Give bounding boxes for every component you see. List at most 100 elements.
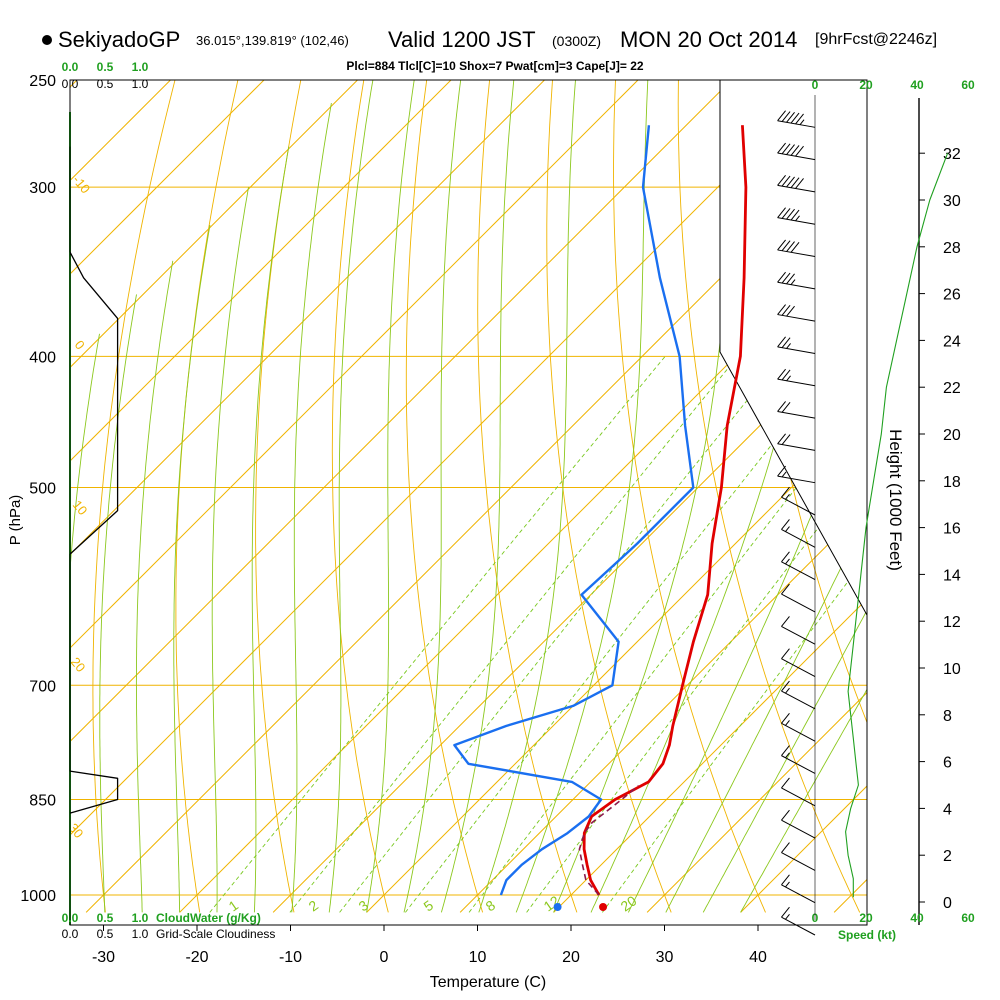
wind-speed-scale-label: 60 [961, 78, 975, 92]
dry-adiabat [92, 80, 176, 913]
temperature-tick-label: -20 [185, 949, 208, 966]
upper-right-mask [720, 80, 867, 615]
dry-adiabat [405, 80, 484, 913]
isotherm-line [272, 317, 867, 913]
moist-adiabat [440, 80, 515, 913]
wind-barb-flag [795, 178, 804, 189]
dry-adiabat [613, 80, 766, 913]
wind-barb-staff [781, 496, 816, 516]
wind-barb-half-flag [785, 526, 790, 532]
wind-barb-staff [777, 346, 816, 354]
wind-barb [777, 401, 816, 419]
height-tick-label: 24 [943, 333, 961, 350]
height-tick-label: 2 [943, 848, 952, 865]
wind-barb-flag [781, 519, 790, 530]
moist-adiabat [665, 512, 867, 913]
dry-adiabat [477, 80, 578, 913]
cloud-water-scale-label: 0.5 [97, 60, 114, 74]
wind-barb-flag [781, 337, 791, 348]
isotherm-line [70, 80, 639, 649]
cloudiness-scale-label: 1.0 [132, 927, 149, 941]
wind-barb-flag [781, 842, 790, 853]
wind-barb-flag [777, 239, 786, 251]
cloudiness-scale-label: 1.0 [132, 77, 149, 91]
moist-adiabat [211, 187, 249, 913]
wind-barb-flag [777, 368, 786, 380]
pressure-tick-label: 300 [29, 180, 56, 197]
wind-barb-staff [781, 755, 816, 774]
wind-barb-half-flag [785, 720, 790, 726]
wind-speed-axis-title: Speed (kt) [838, 928, 896, 942]
cloudiness-scale-label: 0.0 [62, 77, 79, 91]
wind-barb-staff [781, 722, 816, 742]
pressure-tick-label: 500 [29, 481, 56, 498]
wind-barb-flag [781, 648, 790, 660]
cloud-water-scale-label: 1.0 [132, 60, 149, 74]
wind-barb-staff [777, 249, 816, 258]
moist-adiabat [328, 80, 374, 913]
wind-barb-flag [777, 207, 786, 218]
wind-barb-flag [795, 145, 804, 157]
wind-speed-scale-label: 0 [812, 78, 819, 92]
wind-barb-staff [781, 561, 816, 581]
dry-adiabat [930, 80, 1000, 912]
wind-barb [781, 906, 816, 936]
cloud-water-scale-label: 0.5 [97, 911, 114, 925]
moist-adiabat [403, 80, 462, 913]
wind-barb-half-flag [786, 375, 791, 382]
wind-barb [781, 486, 816, 516]
isotherm-line [70, 80, 265, 275]
wind-barb-flag [781, 713, 790, 724]
wind-barb [777, 465, 816, 484]
wind-barb-flag [777, 401, 786, 412]
wind-speed-profile [845, 153, 949, 898]
wind-barb-flag [777, 433, 786, 445]
cloud-water-scale-label: 1.0 [132, 911, 149, 925]
wind-barb [777, 271, 816, 290]
isotherm-line [459, 504, 867, 913]
height-tick-label: 12 [943, 614, 961, 631]
valid-time-utc: (0300Z) [552, 33, 602, 49]
wind-barb [777, 433, 816, 451]
temperature-tick-label: 10 [469, 949, 487, 966]
height-tick-label: 4 [943, 801, 952, 818]
wind-barb-flag [790, 177, 800, 189]
height-axis-title: Height (1000 Feet) [886, 429, 905, 571]
height-tick-label: 30 [943, 193, 961, 210]
wind-barb-half-flag [785, 881, 790, 888]
wind-barb-staff [777, 443, 816, 451]
surface-temperature-marker [599, 903, 608, 911]
y-axis-title: P (hPa) [7, 495, 24, 546]
cloud-water-label: CloudWater (g/Kg) [156, 911, 261, 925]
mixing-ratio-line [405, 356, 843, 913]
wind-barb-staff [777, 152, 816, 161]
wind-barb-half-flag [785, 687, 790, 694]
dry-adiabat [255, 80, 302, 913]
wind-barb-flag [781, 434, 791, 445]
height-tick-label: 16 [943, 521, 961, 538]
wind-barb-staff [777, 314, 816, 322]
moist-adiabat [251, 146, 290, 913]
x-axis-title: Temperature (C) [430, 974, 546, 991]
temperature-profile [582, 125, 748, 896]
isotherm-line [70, 80, 546, 556]
wind-barb-flag [795, 113, 804, 125]
wind-barb-flag [790, 242, 800, 253]
dry-adiabat [677, 80, 861, 913]
wind-barb [777, 304, 816, 322]
mixing-ratio-line [602, 555, 867, 913]
wind-barb-flag [786, 111, 795, 123]
wind-barb-half-flag [785, 913, 790, 920]
isotherm-line [553, 598, 867, 913]
wind-barb-staff [781, 819, 816, 839]
wind-barb-staff [781, 529, 816, 548]
wind-barb [781, 777, 816, 807]
wind-barb-flag [781, 208, 791, 219]
wind-barb-half-flag [790, 279, 796, 285]
station-bullet-icon [42, 35, 52, 45]
wind-barb-flag [777, 142, 786, 154]
stability-indices: Plcl=884 Tlcl[C]=10 Shox=7 Pwat[cm]=3 Ca… [346, 59, 643, 73]
wind-barb-staff [777, 281, 816, 290]
